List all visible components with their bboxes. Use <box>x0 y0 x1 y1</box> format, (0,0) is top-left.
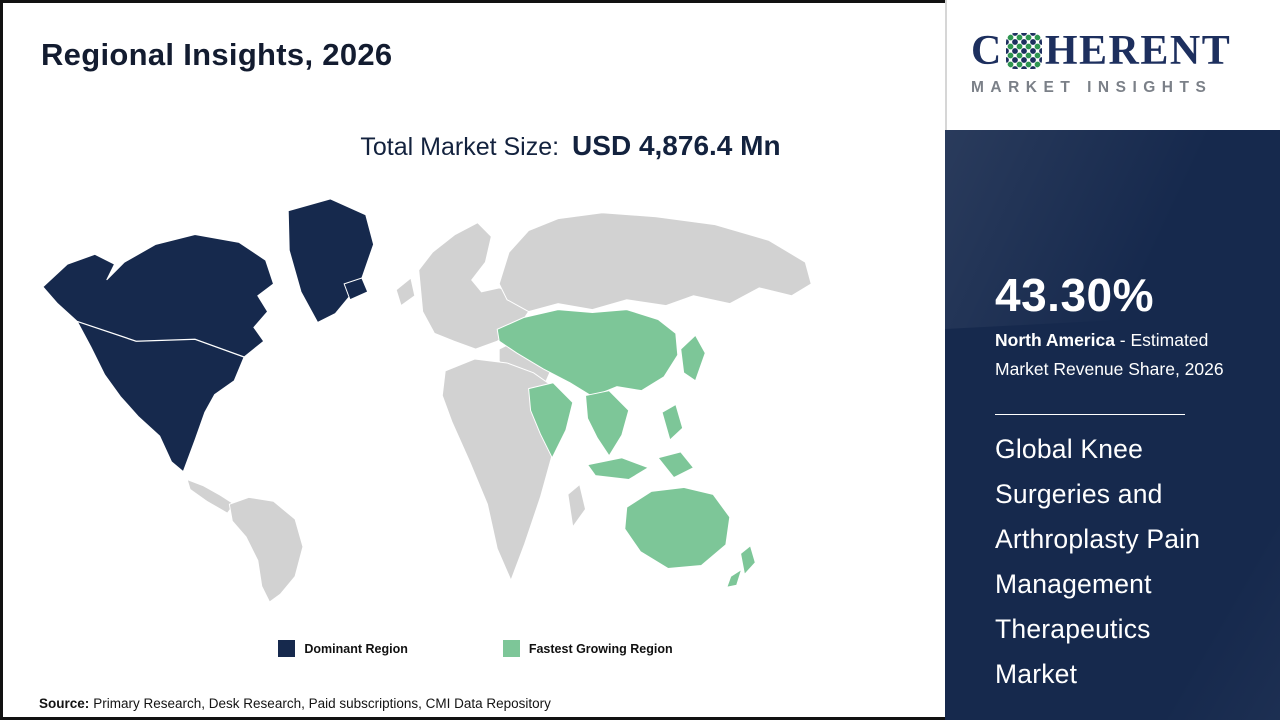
region-japan <box>680 334 706 382</box>
region-central-america <box>186 478 235 514</box>
share-value: 43.30% <box>995 269 1155 321</box>
sidebar-divider <box>995 414 1185 415</box>
source-note: Source: Primary Research, Desk Research, … <box>39 696 551 711</box>
region-indonesia-east <box>657 451 695 479</box>
dominant-region-swatch-icon <box>278 640 296 657</box>
logo-mosaic-o-icon <box>1005 33 1042 69</box>
region-philippines <box>661 403 684 441</box>
region-new-zealand-north <box>740 544 756 576</box>
source-text: Primary Research, Desk Research, Paid su… <box>93 696 551 711</box>
total-market-size-value: USD 4,876.4 Mn <box>572 130 781 161</box>
region-uk <box>395 277 416 307</box>
us-canada-border-line <box>77 320 245 358</box>
legend-item-dominant: Dominant Region <box>278 640 408 657</box>
logo-letters-rest: HERENT <box>1044 28 1232 74</box>
total-market-size: Total Market Size: USD 4,876.4 Mn <box>193 130 948 162</box>
legend: Dominant Region Fastest Growing Region <box>3 640 948 657</box>
share-description-rest: - Estimated Market Revenue Share, 2026 <box>995 330 1224 379</box>
world-map-svg <box>42 198 812 603</box>
logo-brand-text: C HERENT <box>971 30 1231 72</box>
total-market-size-label: Total Market Size: <box>360 133 560 161</box>
region-iceland <box>343 277 369 301</box>
share-description: North America - Estimated Market Revenue… <box>995 326 1247 383</box>
logo-subtitle: MARKET INSIGHTS <box>971 79 1213 96</box>
region-russia <box>498 212 812 313</box>
market-name: Global Knee Surgeries and Arthroplasty P… <box>995 434 1201 689</box>
legend-label-dominant: Dominant Region <box>304 641 408 656</box>
region-southeast-asia <box>585 390 630 457</box>
content-panel: Regional Insights, 2026 Total Market Siz… <box>0 0 945 720</box>
legend-item-fastest-growing: Fastest Growing Region <box>502 640 673 657</box>
region-north-america <box>42 233 275 473</box>
region-madagascar <box>567 483 587 529</box>
region-south-america <box>228 496 304 603</box>
sidebar: 43.30% North America - Estimated Market … <box>945 130 1280 720</box>
region-africa <box>441 358 561 582</box>
logo-letter-c: C <box>971 28 1003 74</box>
region-india <box>528 382 574 459</box>
region-australia <box>624 486 731 569</box>
legend-label-fastest-growing: Fastest Growing Region <box>528 641 673 656</box>
source-label: Source: <box>39 696 90 711</box>
fastest-growing-region-swatch-icon <box>502 640 520 657</box>
logo-area: C HERENT MARKET INSIGHTS <box>945 0 1280 130</box>
brand-logo: C HERENT MARKET INSIGHTS <box>971 30 1231 97</box>
region-indonesia <box>586 457 650 481</box>
region-asia-pacific-mainland <box>496 309 679 398</box>
region-greenland <box>287 198 375 324</box>
share-region-name: North America <box>995 330 1115 350</box>
region-new-zealand-south <box>726 568 743 588</box>
page-title: Regional Insights, 2026 <box>41 37 393 72</box>
world-map <box>38 193 823 608</box>
